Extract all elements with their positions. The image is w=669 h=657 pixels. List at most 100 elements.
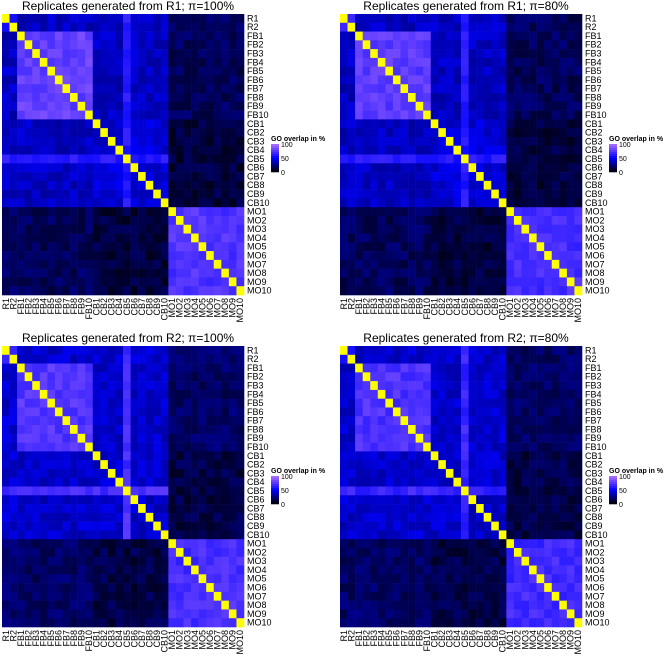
heatmap-cell [2, 346, 10, 356]
column-label: MO7 [213, 298, 223, 318]
heatmap-cell [85, 251, 94, 261]
heatmap-cell [62, 372, 71, 382]
heatmap-cell [17, 40, 25, 50]
heatmap-cell [536, 145, 545, 155]
heatmap-cell [198, 460, 207, 470]
heatmap-cell [85, 407, 94, 417]
heatmap-cell [92, 468, 101, 479]
heatmap-cell [153, 215, 162, 226]
heatmap-cell [183, 407, 192, 417]
heatmap-cell [468, 433, 477, 443]
heatmap-cell [47, 101, 56, 111]
heatmap-cell [213, 372, 222, 382]
heatmap-cell [445, 31, 454, 41]
heatmap-cell [468, 521, 477, 531]
legend-title: GO overlap in % [271, 468, 326, 475]
heatmap-cell [461, 75, 469, 85]
heatmap-cell [54, 468, 63, 479]
heatmap-cell [107, 565, 116, 575]
heatmap-cell [544, 259, 553, 269]
heatmap-cell [77, 145, 86, 155]
heatmap-cell [385, 154, 394, 164]
heatmap-cell [355, 163, 363, 173]
heatmap-cell [483, 521, 492, 531]
heatmap-cell [198, 215, 207, 226]
heatmap-cell [506, 277, 515, 287]
heatmap-cell [228, 154, 237, 164]
row-label: CB6 [585, 163, 603, 173]
heatmap-cell [123, 207, 131, 217]
heatmap-cell [476, 381, 484, 391]
heatmap-cell [145, 49, 154, 59]
row-label: MO3 [585, 556, 605, 566]
heatmap-cell [423, 154, 432, 164]
heatmap-cell [340, 154, 348, 164]
heatmap-cell [54, 539, 63, 549]
heatmap-cell [551, 354, 560, 364]
heatmap-cell [559, 31, 568, 41]
heatmap-cell [9, 207, 18, 217]
heatmap-cell [17, 233, 25, 243]
heatmap-cell [191, 251, 199, 261]
heatmap-cell [213, 242, 222, 252]
heatmap-cell [483, 93, 492, 103]
heatmap-cell [559, 84, 568, 94]
heatmap-cell [39, 425, 48, 435]
heatmap-cell [228, 172, 237, 182]
heatmap-cell [213, 539, 222, 549]
heatmap-cell [362, 180, 371, 190]
heatmap-cell [24, 521, 33, 531]
heatmap-cell [160, 451, 169, 461]
heatmap-cell [17, 530, 25, 540]
heatmap-cell [100, 66, 109, 76]
heatmap-cell [468, 277, 477, 287]
column-label: MO3 [182, 298, 192, 318]
heatmap-cell [506, 22, 515, 32]
heatmap-cell [107, 468, 116, 479]
heatmap-cell [228, 66, 237, 76]
heatmap-cell [138, 495, 146, 505]
heatmap-cell [551, 460, 560, 470]
column-label: FB9 [76, 630, 86, 647]
heatmap-cell [47, 128, 56, 138]
heatmap-cell [24, 618, 33, 628]
heatmap-cell [39, 583, 48, 593]
heatmap-cell [130, 609, 139, 619]
heatmap-cell [213, 224, 222, 234]
heatmap-cell [206, 49, 215, 59]
heatmap-cell [498, 40, 507, 50]
heatmap-cell [39, 136, 48, 147]
heatmap-cell [544, 354, 553, 364]
heatmap-cell [461, 101, 469, 111]
heatmap-cell [107, 583, 116, 593]
heatmap-cell [408, 442, 416, 452]
heatmap-cell [213, 233, 222, 243]
heatmap-cell [355, 101, 363, 111]
heatmap-cell [130, 110, 139, 120]
heatmap-cell [392, 251, 401, 261]
heatmap-cell [400, 407, 409, 417]
heatmap-cell [175, 425, 184, 435]
heatmap-cell [423, 407, 432, 417]
heatmap-cell [453, 363, 462, 373]
row-label: FB3 [585, 49, 602, 59]
heatmap-cell [191, 57, 199, 67]
heatmap-cell [392, 163, 401, 173]
heatmap-cell [47, 14, 56, 24]
heatmap-cell [92, 286, 101, 296]
heatmap-cell [551, 425, 560, 435]
heatmap-cell [355, 66, 363, 76]
heatmap-cell [551, 591, 560, 601]
heatmap-cell [461, 556, 469, 566]
heatmap-cell [32, 66, 41, 76]
heatmap-cell [168, 354, 177, 364]
heatmap-cell [347, 583, 356, 593]
heatmap-cell [221, 477, 230, 487]
heatmap-cell [228, 389, 237, 399]
heatmap-cell [347, 539, 356, 549]
heatmap-cell [377, 128, 386, 138]
heatmap-cell [54, 84, 63, 94]
heatmap-cell [536, 93, 545, 103]
heatmap-cell [9, 14, 18, 24]
heatmap-cell [175, 75, 184, 85]
